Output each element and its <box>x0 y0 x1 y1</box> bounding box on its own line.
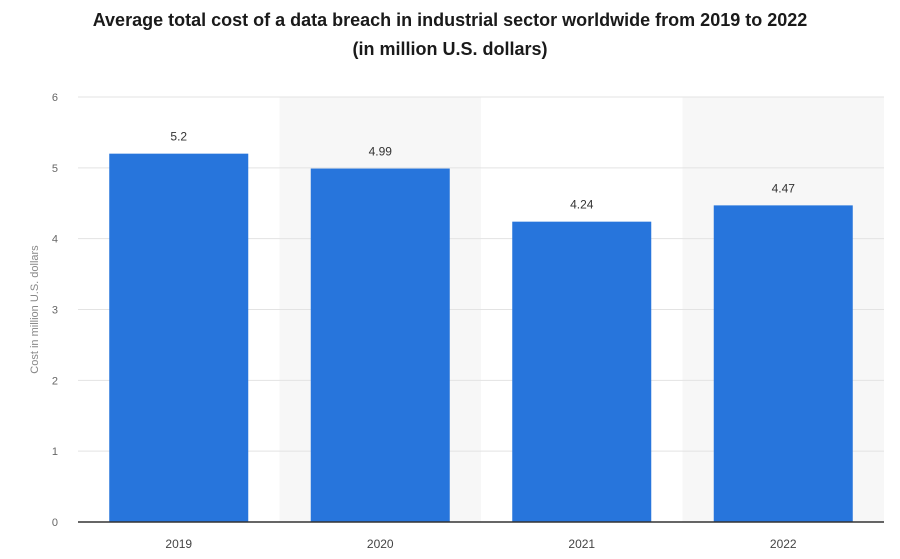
chart-title: Average total cost of a data breach in i… <box>0 6 900 64</box>
bar-2019 <box>109 153 249 522</box>
y-tick-label: 5 <box>52 163 58 175</box>
data-label-2020: 4.99 <box>369 145 393 159</box>
data-label-2022: 4.47 <box>772 181 796 195</box>
bar-2020 <box>310 168 450 522</box>
chart-title-line2: (in million U.S. dollars) <box>352 39 548 59</box>
data-label-2021: 4.24 <box>570 198 594 212</box>
y-tick-label: 2 <box>52 375 58 387</box>
x-axis: 2019 2020 2021 2022 <box>78 521 884 551</box>
bar-2022 <box>713 205 853 522</box>
y-tick-label: 1 <box>52 446 58 458</box>
bar-2021 <box>512 221 652 522</box>
bars <box>109 153 853 522</box>
y-axis-title: Cost in million U.S. dollars <box>29 245 41 374</box>
y-tick-label: 0 <box>52 517 58 529</box>
data-label-2019: 5.2 <box>170 130 187 144</box>
y-axis: 0 1 2 3 4 5 6 <box>52 92 58 529</box>
y-tick-label: 3 <box>52 305 58 317</box>
x-tick-label-2019: 2019 <box>165 537 192 551</box>
x-tick-label-2022: 2022 <box>770 537 797 551</box>
y-tick-label: 4 <box>52 234 58 246</box>
y-tick-label: 6 <box>52 92 58 104</box>
chart-title-line1: Average total cost of a data breach in i… <box>92 10 808 30</box>
x-tick-label-2020: 2020 <box>367 537 394 551</box>
x-tick-label-2021: 2021 <box>568 537 595 551</box>
data-labels: 5.2 4.99 4.24 4.47 <box>170 130 795 212</box>
